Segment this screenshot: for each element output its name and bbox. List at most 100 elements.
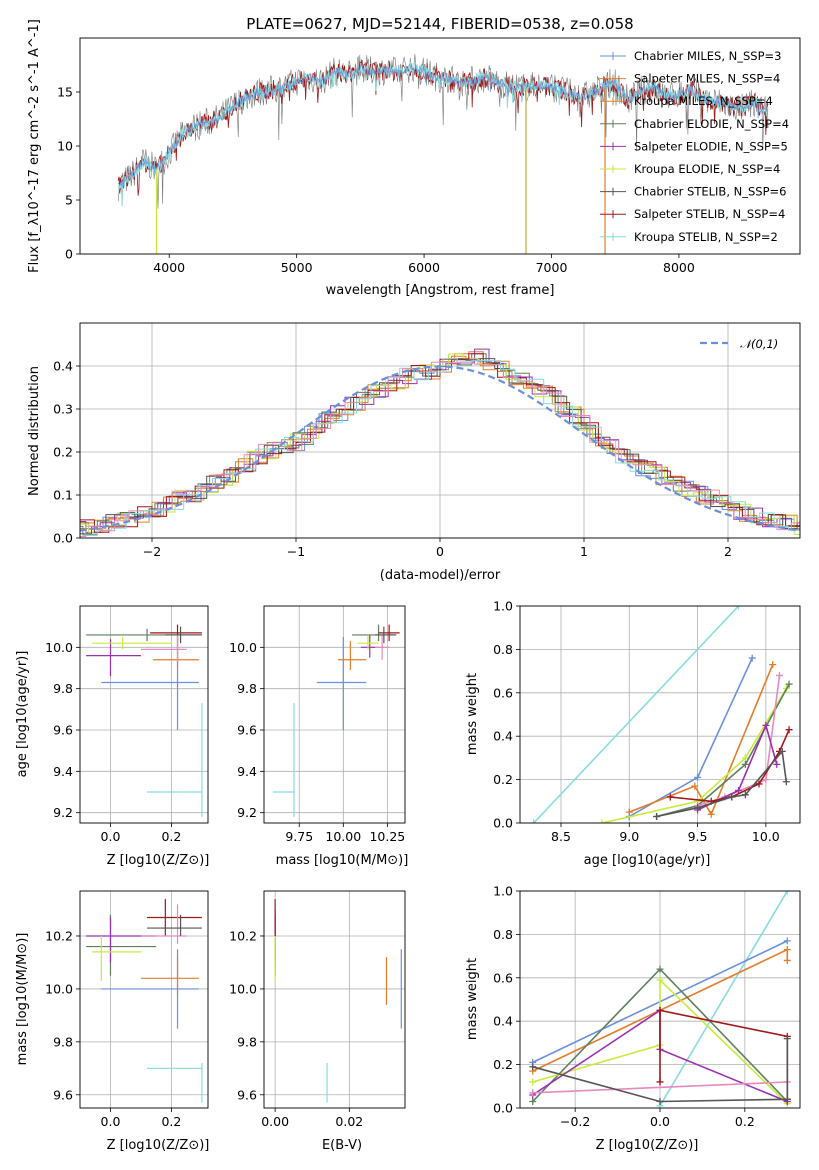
histogram-series xyxy=(69,359,818,538)
y-tick-label: 0.2 xyxy=(493,772,513,787)
data-point-errorbar xyxy=(86,917,156,962)
age-vs-metallicity-panel: 0.0 0.29.29.49.69.810.0 xyxy=(45,606,208,844)
legend-entry: Chabrier STELIB, N_SSP=6 xyxy=(634,185,786,199)
data-point-errorbar xyxy=(147,1063,202,1103)
plot-area xyxy=(60,349,819,538)
legend-entry: Kroupa STELIB, N_SSP=2 xyxy=(634,230,778,244)
y-tick-label: 1.0 xyxy=(493,599,513,614)
y-tick-label: 0.4 xyxy=(493,729,513,744)
x-tick-label: 9.0 xyxy=(619,829,639,844)
y-tick-label: 0.4 xyxy=(53,359,73,374)
y-tick-label: 0.6 xyxy=(493,970,513,985)
weight-point-marker xyxy=(653,813,660,820)
mass-vs-extinction-panel: 0.00 0.029.69.810.010.2 xyxy=(229,891,405,1129)
plot-area xyxy=(273,625,400,817)
x-tick-label: 0.2 xyxy=(735,1114,755,1129)
age-vs-Z-xlabel: Z [log10(Z/Z⊙)] xyxy=(107,853,210,868)
x-tick-label: 0.0 xyxy=(101,829,121,844)
plot-area xyxy=(86,625,202,817)
histogram-series xyxy=(63,356,819,538)
y-tick-label: 10.0 xyxy=(45,640,73,655)
x-tick-label: 9.75 xyxy=(285,829,313,844)
y-tick-label: 0.0 xyxy=(53,531,73,546)
spectrum-panel: 4000 5000 6000 7000 8000 0 5 10 15 Chabrier MILES… xyxy=(57,38,800,275)
spectrum-xlabel: wavelength [Angstrom, rest frame] xyxy=(326,283,555,298)
y-tick-label: 0.3 xyxy=(53,402,73,417)
y-tick-label: 10.0 xyxy=(229,640,257,655)
axes-frame xyxy=(264,891,405,1108)
x-tick-label: 9.5 xyxy=(688,829,708,844)
y-tick-label: 0.4 xyxy=(493,1014,513,1029)
y-tick-label: 0.0 xyxy=(493,1101,513,1116)
spectrum-ylabel: Flux [f_λ10^-17 erg cm^-2 s^-1 A^-1] xyxy=(27,19,42,273)
x-tick-label: 0.0 xyxy=(650,1114,670,1129)
x-tick-label: 1 xyxy=(580,544,588,559)
spectrum-title: PLATE=0627, MJD=52144, FIBERID=0538, z=0… xyxy=(246,15,633,33)
age-vs-Z-ylabel: age [log10(age/yr)] xyxy=(15,651,30,778)
age-vs-mass-panel: 9.75 10.00 10.25 9.2 9.4 9.6 9.8 10.0 xyxy=(229,606,405,844)
x-tick-label: 0 xyxy=(436,544,444,559)
weight-vs-age-ylabel: mass weight xyxy=(465,673,480,755)
y-tick-label: 9.2 xyxy=(237,805,257,820)
weight-series-line xyxy=(698,725,777,810)
y-tick-label: 9.6 xyxy=(237,723,257,738)
y-tick-label: 9.8 xyxy=(237,681,257,696)
x-tick-label: 8.5 xyxy=(551,829,571,844)
y-tick-label: 0.8 xyxy=(493,927,513,942)
data-point-errorbar xyxy=(150,625,202,642)
legend-entry: Kroupa ELODIE, N_SSP=4 xyxy=(634,162,780,176)
residuals-ylabel: Normed distribution xyxy=(27,366,42,496)
data-point-errorbar xyxy=(147,899,202,936)
y-tick-label: 9.2 xyxy=(53,805,73,820)
y-tick-label: 0.0 xyxy=(493,816,513,831)
weight-point-marker xyxy=(786,726,793,733)
data-point-errorbar xyxy=(153,641,199,670)
residuals-xlabel: (data-model)/error xyxy=(380,568,501,583)
figure: 4000 5000 6000 7000 8000051015Chabrier MILES… xyxy=(0,0,819,1170)
axes-frame xyxy=(80,606,208,823)
data-point-errorbar xyxy=(101,949,199,1028)
data-point-errorbar xyxy=(86,915,156,976)
weight-series-line xyxy=(629,665,772,815)
y-tick-label: 0.8 xyxy=(493,642,513,657)
y-tick-label: 0.1 xyxy=(53,488,73,503)
x-tick-label: 0.02 xyxy=(335,1114,363,1129)
data-point-errorbar xyxy=(165,627,202,644)
x-tick-label: 6000 xyxy=(408,260,440,275)
weight-point-marker xyxy=(784,946,791,953)
y-tick-label: 9.8 xyxy=(53,1034,73,1049)
x-tick-label: 4000 xyxy=(153,260,185,275)
weight-series-line xyxy=(534,606,739,823)
y-tick-label: 10.2 xyxy=(229,928,257,943)
weight-point-marker xyxy=(784,937,791,944)
plot-area xyxy=(86,899,202,1103)
x-tick-label: 0.2 xyxy=(161,1114,181,1129)
data-point-errorbar xyxy=(86,639,141,676)
y-tick-label: 15 xyxy=(57,85,73,100)
x-tick-label: 10.25 xyxy=(369,829,405,844)
weight-vs-metallicity-panel: −0.2 0.0 0.2 0.0 0.2 0.4 0.6 0.8 1.0 xyxy=(493,884,800,1130)
x-tick-label: 5000 xyxy=(281,260,313,275)
x-tick-label: 0.2 xyxy=(161,829,181,844)
x-tick-label: 0.00 xyxy=(261,1114,289,1129)
weight-point-marker xyxy=(784,957,791,964)
legend-entry: Salpeter MILES, N_SSP=4 xyxy=(634,72,780,86)
weight-series-line xyxy=(698,675,780,805)
data-point-errorbar xyxy=(101,637,199,730)
weight-point-marker xyxy=(773,761,780,768)
data-point-errorbar xyxy=(361,635,379,658)
legend-entry: Chabrier ELODIE, N_SSP=4 xyxy=(634,117,789,131)
histogram-series xyxy=(69,354,818,538)
x-tick-label: 2 xyxy=(724,544,732,559)
y-tick-label: 0.2 xyxy=(53,445,73,460)
legend-entry: 𝒩(0,1) xyxy=(740,337,778,351)
x-tick-label: 7000 xyxy=(536,260,568,275)
data-point-errorbar xyxy=(273,703,294,817)
legend: Chabrier MILES, N_SSP=3Salpeter MILES, N… xyxy=(600,49,789,244)
y-tick-label: 0 xyxy=(65,247,73,262)
weight-point-marker xyxy=(657,1098,664,1105)
y-tick-label: 1.0 xyxy=(493,884,513,899)
x-tick-label: 10.0 xyxy=(752,829,780,844)
y-tick-label: 9.6 xyxy=(53,723,73,738)
x-tick-label: 10.00 xyxy=(325,829,361,844)
